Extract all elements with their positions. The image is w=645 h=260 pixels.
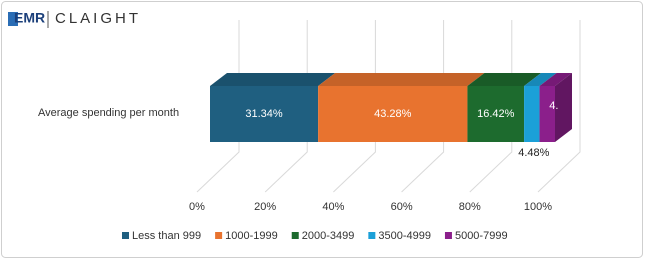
legend-swatch — [444, 232, 452, 239]
legend-label: 1000-1999 — [225, 230, 278, 242]
bar — [210, 86, 319, 142]
data-label: 4.48% — [518, 147, 549, 159]
bar — [318, 86, 468, 142]
grid-line — [333, 20, 376, 193]
grid-line — [469, 20, 513, 193]
x-tick-label: 20% — [254, 201, 276, 213]
logo: EMR CLAIGHT — [8, 10, 141, 28]
x-tick-label: 80% — [459, 201, 481, 213]
grid-line — [537, 20, 581, 193]
logo-icon — [8, 12, 18, 26]
bar — [539, 86, 555, 142]
bar-side — [555, 73, 572, 142]
legend-label: 3500-4999 — [378, 230, 431, 242]
data-label: 31.34% — [245, 108, 283, 120]
bar — [524, 86, 540, 142]
legend-swatch — [215, 232, 223, 239]
data-label: 43.28% — [374, 108, 412, 120]
y-tick-label: Average spending per month — [38, 107, 179, 119]
data-label: 4. — [549, 100, 558, 112]
grid-line — [196, 20, 240, 193]
bar-top — [524, 73, 557, 86]
legend-swatch — [291, 232, 299, 239]
logo-left: EMR — [14, 10, 45, 26]
legend-label: 5000-7999 — [455, 230, 508, 242]
bar — [467, 86, 525, 142]
x-tick-label: 60% — [391, 201, 413, 213]
bar-top — [539, 73, 572, 86]
x-tick-label: 0% — [189, 201, 205, 213]
legend-label: Less than 999 — [132, 230, 201, 242]
legend-swatch — [122, 232, 129, 239]
data-label: 16.42% — [477, 108, 515, 120]
grid-line — [401, 20, 445, 193]
bar-top — [210, 73, 336, 86]
x-tick-label: 40% — [322, 201, 344, 213]
logo-right: CLAIGHT — [55, 10, 141, 27]
x-tick-label: 100% — [524, 201, 552, 213]
grid-line — [264, 20, 308, 193]
legend-swatch — [368, 232, 376, 239]
legend-label: 2000-3499 — [302, 230, 355, 242]
bar-top — [318, 73, 485, 86]
bar-top — [467, 73, 542, 86]
